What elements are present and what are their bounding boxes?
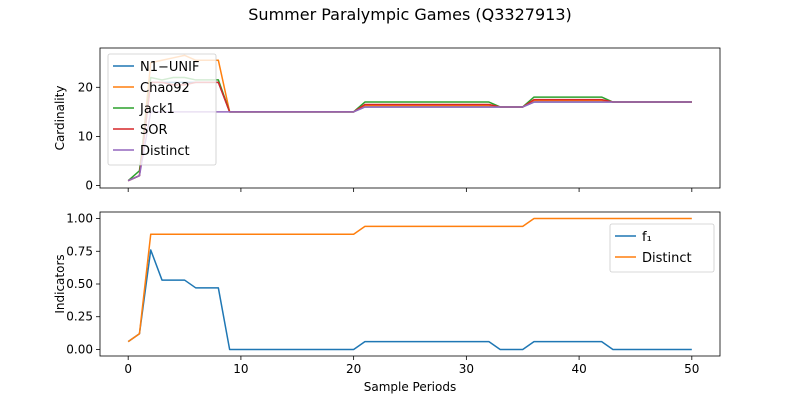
panel-2-x-tick-label-0: 0 bbox=[124, 362, 132, 376]
panel-1-y-tick-label-0: 0 bbox=[85, 179, 93, 193]
panel-2-x-tick-label-20: 20 bbox=[346, 362, 361, 376]
panel-2-series-line-2 bbox=[127, 217, 692, 343]
panel-2-x-tick-label-10: 10 bbox=[233, 362, 248, 376]
panel-2-x-tick-label-40: 40 bbox=[571, 362, 586, 376]
figure-title: Summer Paralympic Games (Q3327913) bbox=[248, 5, 571, 24]
panel-2-y-tick-label-1: 1.00 bbox=[66, 212, 93, 226]
panel-2-y-tick-label-0m75: 0.75 bbox=[66, 244, 93, 258]
panel-1-axes-frame bbox=[99, 47, 721, 189]
panel-1-legend-box bbox=[107, 53, 217, 166]
panel-1: 0 10 20 Cardinality N1−UNIF Chao92 Jack1 SOR Dis… bbox=[53, 47, 721, 193]
panel-2: 0 10 20 30 40 50 0.00 0.25 0.50 0.75 1.00 Indicator… bbox=[53, 212, 721, 394]
panel-2-x-tick-label-50: 50 bbox=[684, 362, 699, 376]
panel-1-legend-label-5: Distinct bbox=[140, 144, 190, 159]
panel-2-y-tick-label-0: 0.00 bbox=[66, 342, 93, 356]
chart-panels: 0 10 20 Cardinality N1−UNIF Chao92 Jack1 SOR Dis… bbox=[53, 47, 721, 394]
panel-1-series-line-4 bbox=[127, 81, 692, 182]
panel-1-series-line-2 bbox=[127, 54, 692, 182]
panel-1-legend-label-3: Jack1 bbox=[139, 102, 175, 117]
panel-1-legend-label-4: SOR bbox=[140, 123, 168, 138]
panel-2-y-axis-label: Indicators bbox=[53, 254, 67, 313]
panel-2-x-tick-label-30: 30 bbox=[459, 362, 474, 376]
panel-2-legend-label-1: f₁ bbox=[642, 230, 652, 245]
panel-1-legend-label-1: N1−UNIF bbox=[140, 60, 199, 75]
panel-1-y-axis-label: Cardinality bbox=[53, 86, 67, 151]
panel-1-y-tick-label-10: 10 bbox=[78, 129, 93, 143]
panel-2-y-tick-label-0m5: 0.50 bbox=[66, 277, 93, 291]
panel-2-series-line-1 bbox=[127, 249, 692, 351]
panel-2-y-tick-label-0m25: 0.25 bbox=[66, 310, 93, 324]
panel-1-series-line-5 bbox=[127, 101, 692, 182]
panel-2-legend-label-2: Distinct bbox=[642, 251, 692, 266]
panel-1-legend-label-2: Chao92 bbox=[140, 81, 190, 96]
panel-1-y-tick-label-20: 20 bbox=[78, 80, 93, 94]
panel-2-x-axis-label: Sample Periods bbox=[364, 380, 456, 394]
